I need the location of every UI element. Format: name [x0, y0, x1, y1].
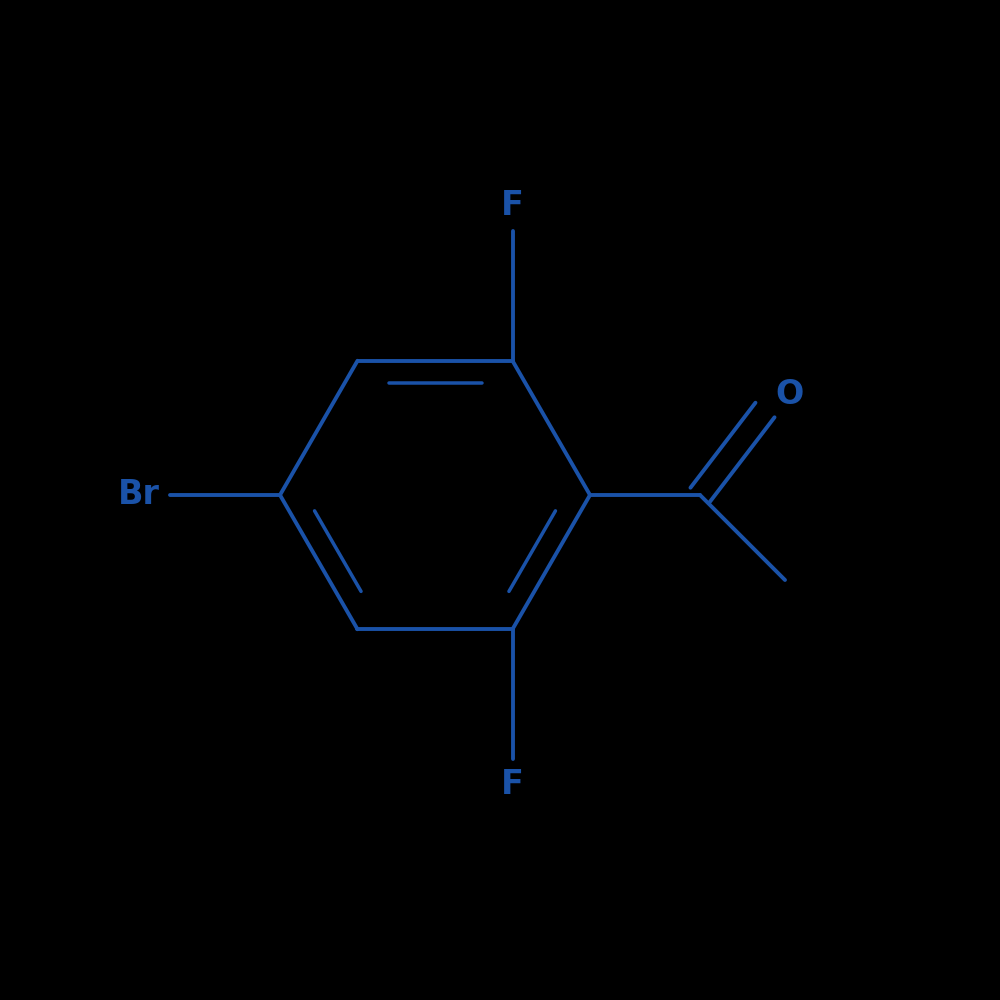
Text: F: F	[501, 189, 524, 222]
Text: Br: Br	[118, 479, 160, 512]
Text: F: F	[501, 768, 524, 801]
Text: O: O	[776, 378, 804, 412]
